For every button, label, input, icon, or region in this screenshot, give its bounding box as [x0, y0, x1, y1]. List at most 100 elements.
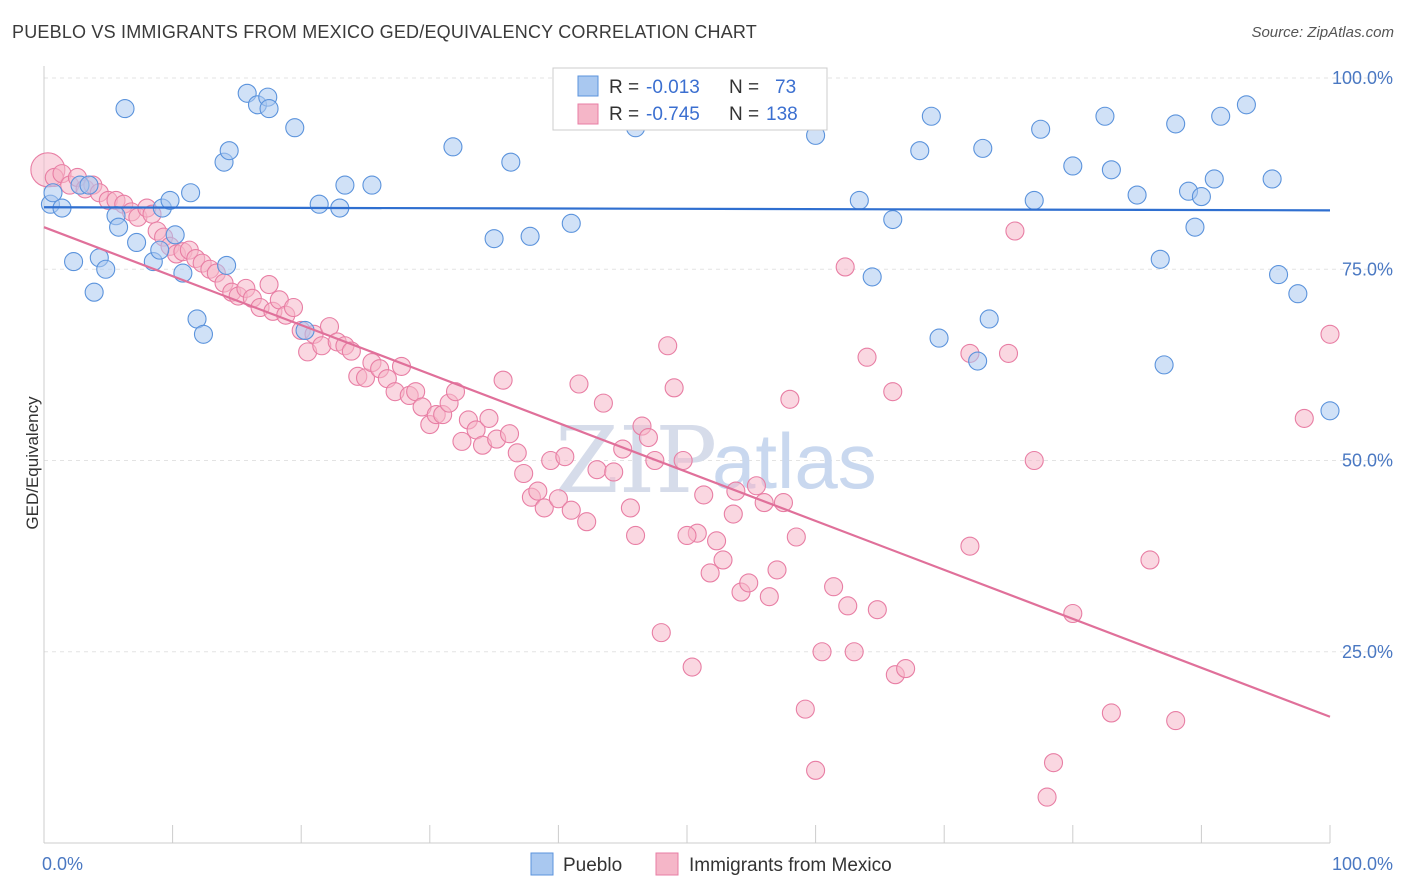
mexico-point	[528, 481, 548, 501]
pueblo-point	[921, 106, 941, 126]
legend-swatch-pueblo	[530, 852, 554, 876]
watermark: ZIP atlas	[555, 407, 877, 514]
mexico-point	[960, 536, 980, 556]
mexico-point	[786, 527, 806, 547]
pueblo-point	[910, 141, 930, 161]
mexico-point	[626, 525, 646, 546]
pueblo-point	[1101, 160, 1121, 180]
mexico-point	[767, 560, 787, 580]
y-tick-label: 75.0%	[1342, 259, 1393, 279]
pueblo-point	[1262, 169, 1282, 189]
pueblo-point	[127, 232, 147, 253]
stats-legend-frame	[552, 67, 828, 131]
pueblo-point	[1127, 185, 1147, 205]
pueblo-point	[929, 328, 949, 348]
pueblo-point	[43, 183, 63, 203]
chart-source: Source: ZipAtlas.com	[1251, 24, 1394, 41]
pueblo-point	[219, 141, 239, 161]
pueblo-point	[1095, 106, 1115, 126]
pueblo-point	[561, 213, 581, 233]
mexico-point	[499, 424, 520, 444]
pueblo-point	[64, 252, 84, 272]
y-tick-label: 100.0%	[1332, 68, 1393, 88]
stats-legend-n-label-pueblo: N =	[729, 77, 759, 98]
pueblo-point	[849, 190, 869, 210]
pueblo-point	[1204, 169, 1224, 189]
mexico-point	[739, 573, 759, 593]
mexico-point	[587, 460, 607, 480]
pueblo-point	[1211, 106, 1231, 126]
mexico-point	[707, 531, 727, 551]
y-tick-label: 50.0%	[1342, 451, 1393, 471]
mexico-point	[1024, 450, 1044, 471]
mexico-point	[604, 462, 624, 482]
mexico-point	[673, 450, 693, 471]
mexico-point	[1037, 787, 1057, 807]
mexico-point	[548, 489, 568, 509]
tick-labels: 25.0% 50.0% 75.0% 100.0% 0.0% 100.0%	[42, 68, 1393, 874]
pueblo-point	[285, 118, 305, 138]
mexico-point	[694, 485, 714, 505]
mexico-point	[493, 370, 513, 390]
mexico-point	[857, 347, 877, 367]
mexico-point	[1166, 711, 1186, 731]
pueblo-point	[973, 138, 993, 158]
mexico-point	[283, 297, 304, 318]
mexico-point	[593, 393, 613, 413]
legend-label-pueblo: Pueblo	[563, 855, 622, 876]
mexico-point	[835, 257, 855, 277]
trend-line-pueblo	[43, 206, 1331, 212]
pueblo-point	[443, 137, 463, 157]
stats-legend-r-value-mexico: -0.745	[646, 104, 700, 125]
pueblo-point	[259, 99, 279, 119]
pueblo-point	[150, 240, 170, 260]
y-axis-title: GED/Equivalency	[23, 396, 42, 530]
mexico-point	[780, 389, 800, 409]
pueblo-point	[501, 152, 521, 172]
stats-legend-n-value-pueblo: 73	[775, 77, 796, 98]
stats-legend-r-value-pueblo: -0.013	[646, 77, 700, 98]
trend-lines	[43, 206, 1331, 718]
mexico-point	[824, 577, 844, 597]
mexico-point	[479, 408, 499, 428]
grid-layer	[44, 77, 1390, 653]
mexico-point	[883, 382, 903, 402]
stats-legend-r-label-mexico: R =	[609, 104, 639, 125]
pueblo-point	[1024, 190, 1044, 210]
stats-legend-n-label-mexico: N =	[729, 104, 759, 125]
pueblo-point	[1150, 249, 1170, 269]
mexico-point	[259, 274, 279, 295]
x-tick-label: 0.0%	[42, 854, 83, 874]
pueblo-point	[362, 175, 382, 195]
mexico-point	[677, 525, 697, 546]
pueblo-point	[79, 175, 99, 195]
pueblo-point	[968, 351, 988, 371]
mexico-point	[658, 336, 678, 356]
mexico-point	[1101, 703, 1121, 723]
pueblo-point	[96, 259, 116, 279]
bottom-legend: Pueblo Immigrants from Mexico	[530, 852, 892, 876]
trend-line-mexico	[43, 226, 1331, 718]
pueblo-point	[1269, 265, 1289, 285]
pueblo-point	[1185, 217, 1205, 237]
mexico-point	[514, 463, 534, 484]
stats-legend-r-label-pueblo: R =	[609, 77, 639, 98]
mexico-point	[713, 550, 733, 570]
stats-legend-swatch-mexico	[577, 103, 599, 125]
mexico-point	[507, 443, 527, 463]
pueblo-point	[883, 209, 903, 230]
mexico-point	[613, 439, 633, 459]
mexico-point	[759, 587, 779, 607]
pueblo-point	[1320, 401, 1340, 421]
pueblo-point	[160, 190, 180, 210]
mexico-point	[806, 760, 826, 780]
legend-label-mexico: Immigrants from Mexico	[689, 855, 892, 876]
pueblo-point	[1288, 284, 1308, 304]
pueblo-point	[484, 229, 504, 249]
mexico-point	[998, 343, 1019, 363]
pueblo-point	[520, 226, 540, 246]
y-tick-label: 25.0%	[1342, 642, 1393, 662]
mexico-point	[445, 382, 466, 402]
mexico-point	[682, 657, 702, 677]
